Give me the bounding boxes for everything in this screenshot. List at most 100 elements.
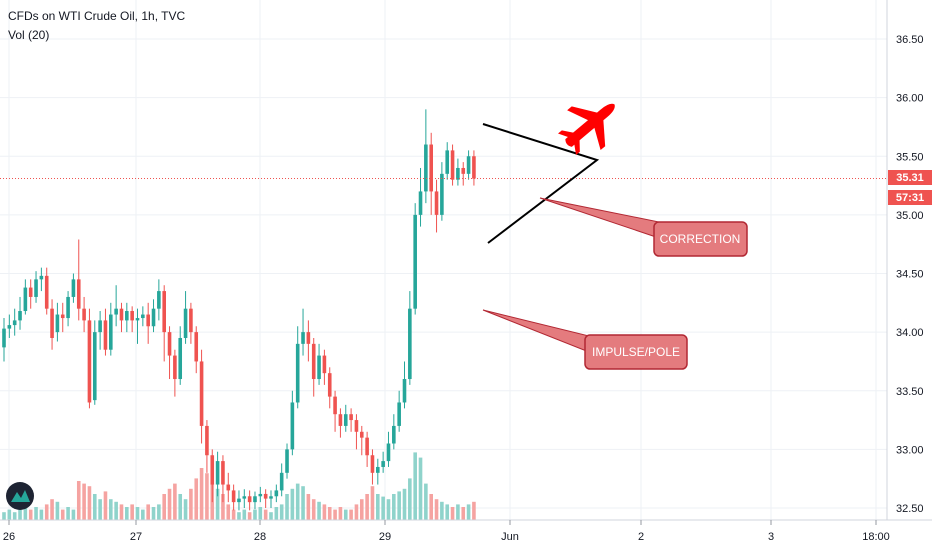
candle-body[interactable] [141,314,145,319]
candle-body[interactable] [103,320,108,350]
candle-body[interactable] [183,308,188,338]
candle-body[interactable] [199,361,204,426]
tradingview-logo-icon[interactable] [6,482,34,510]
candle-body[interactable] [44,275,49,309]
candle-body[interactable] [445,150,450,174]
impulse-callout[interactable] [584,334,688,370]
candle-body[interactable] [210,455,215,485]
candle-body[interactable] [376,466,380,473]
candle-body[interactable] [151,308,156,327]
candle-body[interactable] [349,414,353,421]
candle-body[interactable] [466,156,471,174]
candle-body[interactable] [34,279,38,297]
price-tick-label: 35.00 [896,210,924,222]
candle-body[interactable] [253,496,257,503]
candle-body[interactable] [237,498,241,503]
candle-body[interactable] [440,173,444,215]
candle-body[interactable] [18,311,22,321]
candle-body[interactable] [338,414,343,426]
candle-body[interactable] [311,343,316,380]
candle-body[interactable] [71,279,76,297]
candle-body[interactable] [381,461,385,467]
volume-bar [247,512,252,520]
candle-body[interactable] [402,379,407,403]
candle-body[interactable] [285,449,289,473]
candle-body[interactable] [413,214,417,309]
candle-body[interactable] [386,443,391,462]
candle-body[interactable] [87,320,92,403]
candle-body[interactable] [242,496,247,499]
candle-body[interactable] [327,373,332,397]
candle-body[interactable] [424,144,428,192]
candle-body[interactable] [274,490,279,497]
candle-body[interactable] [258,493,263,497]
candle-body[interactable] [109,314,113,350]
candle-body[interactable] [269,496,273,499]
candle-body[interactable] [135,318,140,321]
airplane-icon[interactable] [550,85,631,165]
volume-bar [23,504,28,520]
candle-body[interactable] [429,144,433,192]
candle-body[interactable] [194,332,199,362]
candle-body[interactable] [125,311,129,321]
candle-body[interactable] [359,431,364,438]
candle-body[interactable] [23,287,28,312]
candle-body[interactable] [456,167,460,180]
candle-body[interactable] [365,437,369,456]
candle-body[interactable] [215,461,220,485]
candle-body[interactable] [130,311,134,321]
candle-body[interactable] [295,343,300,403]
candle-body[interactable] [82,308,86,321]
candle-body[interactable] [370,455,375,473]
candle-body[interactable] [60,314,65,319]
candle-body[interactable] [66,296,70,319]
candle-body[interactable] [157,291,161,309]
candle-body[interactable] [263,493,268,499]
candle-body[interactable] [119,308,124,321]
candle-body[interactable] [39,275,44,280]
candle-body[interactable] [50,308,54,338]
candle-body[interactable] [2,328,6,348]
pennant-triangle[interactable] [482,123,600,244]
candle-body[interactable] [279,472,284,491]
candle-body[interactable] [28,287,33,297]
candle-body[interactable] [392,425,396,444]
candle-body[interactable] [76,279,81,309]
candle-body[interactable] [450,150,455,180]
candle-body[interactable] [418,191,423,215]
candle-body[interactable] [354,420,359,432]
volume-indicator-label[interactable]: Vol (20) [8,28,50,42]
candle-body[interactable] [461,167,466,174]
candle-body[interactable] [189,308,193,333]
candle-body[interactable] [290,402,295,450]
candle-body[interactable] [333,396,337,415]
candle-body[interactable] [306,332,311,344]
candle-body[interactable] [317,355,321,380]
candle-body[interactable] [55,314,60,333]
candle-body[interactable] [231,490,236,503]
candle-body[interactable] [12,320,17,326]
candle-body[interactable] [472,156,476,179]
candle-body[interactable] [247,496,252,503]
candle-body[interactable] [146,314,150,327]
candle-body[interactable] [98,320,102,333]
candle-body[interactable] [221,461,225,485]
candle-body[interactable] [226,484,231,491]
candle-body[interactable] [167,332,172,356]
candle-body[interactable] [434,191,439,215]
correction-callout[interactable] [653,221,748,257]
candle-body[interactable] [408,308,412,380]
candle-body[interactable] [178,337,183,380]
candle-body[interactable] [343,414,348,426]
candle-body[interactable] [162,291,166,333]
candle-body[interactable] [92,332,97,401]
candle-body[interactable] [205,425,209,456]
candle-body[interactable] [301,332,305,344]
candle-body[interactable] [173,355,177,380]
candle-body[interactable] [114,308,118,315]
candle-body[interactable] [397,402,401,426]
candle-body[interactable] [7,325,12,329]
candle-body[interactable] [322,355,327,374]
